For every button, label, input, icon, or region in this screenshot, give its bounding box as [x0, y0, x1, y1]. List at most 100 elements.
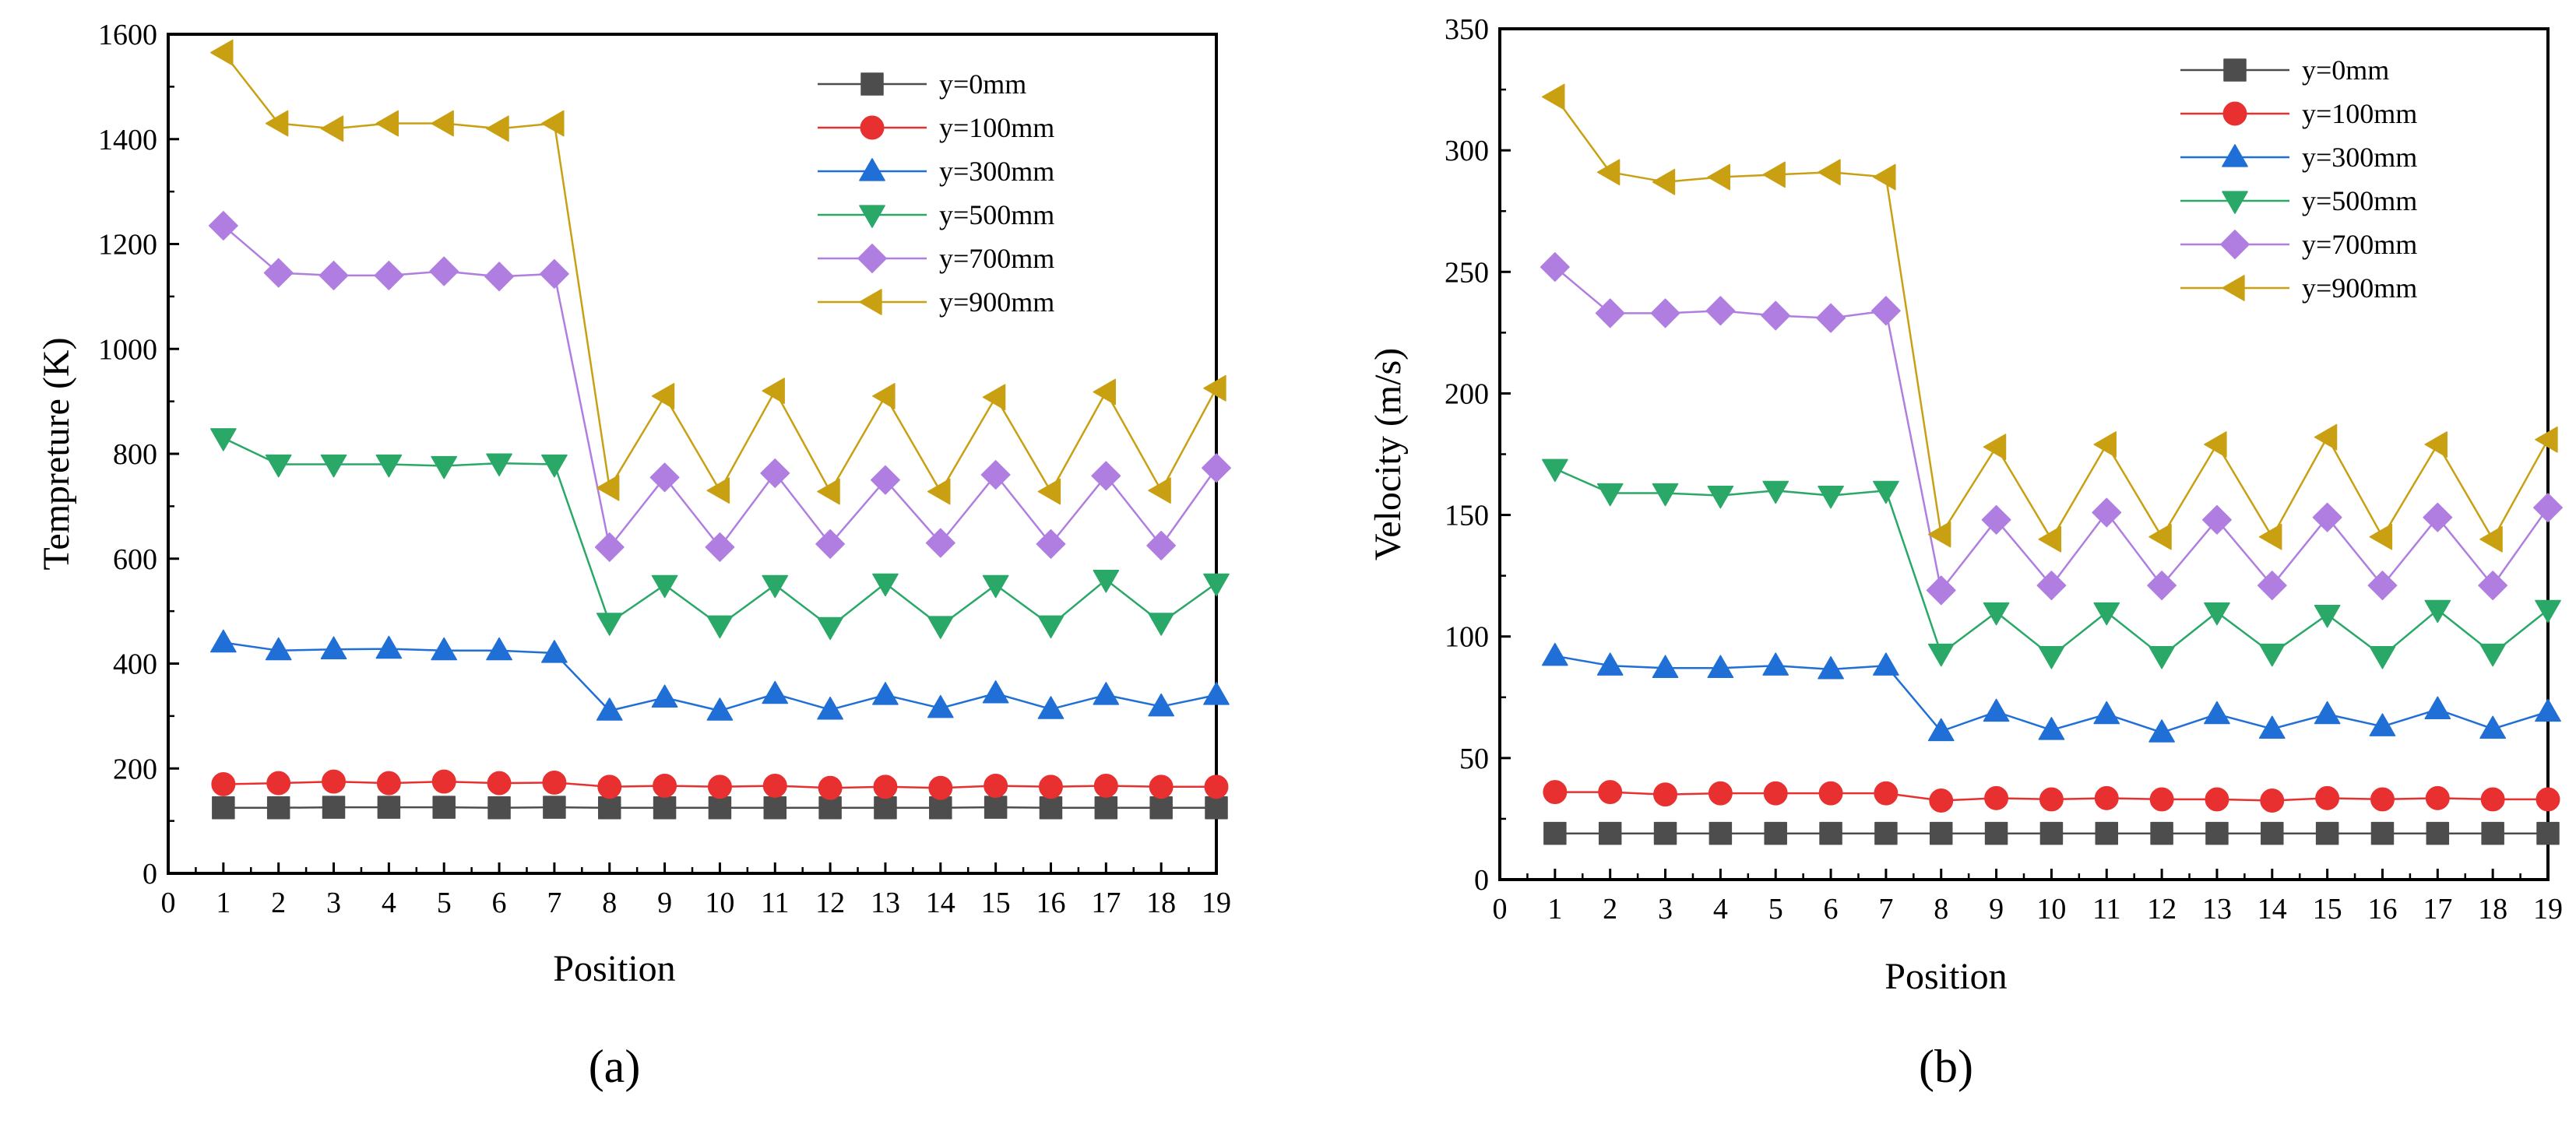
data-point [431, 769, 456, 794]
data-point [1205, 796, 1228, 820]
data-point [1819, 821, 1842, 845]
data-point [486, 637, 512, 661]
y-tick-label: 600 [113, 543, 157, 576]
data-point [982, 574, 1009, 599]
data-point [2094, 785, 2119, 810]
data-point [872, 682, 899, 705]
panel-label: (a) [589, 1041, 641, 1092]
data-point [2150, 821, 2173, 845]
data-point [1541, 83, 1565, 111]
data-point [2314, 604, 2341, 628]
x-tick-label: 6 [492, 887, 507, 919]
data-point [2092, 497, 2122, 528]
x-tick-label: 5 [1768, 893, 1783, 926]
data-point [1036, 529, 1066, 559]
data-point [1818, 781, 1843, 806]
legend-label: y=0mm [2302, 54, 2389, 86]
data-point [817, 696, 843, 720]
data-point [1926, 575, 1956, 606]
data-point [1540, 252, 1570, 282]
data-point [1541, 642, 1568, 666]
data-point [651, 574, 678, 599]
data-point [2095, 821, 2119, 845]
data-point [209, 629, 237, 653]
x-tick-label: 0 [1493, 893, 1508, 926]
x-tick-label: 10 [2036, 893, 2066, 926]
data-point [1093, 570, 1120, 593]
data-point [1983, 434, 2007, 460]
data-point [2148, 523, 2172, 550]
data-point [597, 775, 622, 799]
data-point [2093, 701, 2120, 725]
data-point [1203, 682, 1230, 705]
data-point [265, 454, 292, 478]
data-point [1037, 696, 1065, 719]
legend-marker [859, 205, 885, 228]
data-point [597, 796, 621, 820]
legend: y=0mm y=100mm y=300mm y=500mm y=700mm y=900mm [818, 68, 1054, 318]
data-point [1202, 453, 1231, 483]
data-point [596, 474, 620, 501]
data-point [1653, 821, 1677, 845]
data-point [1929, 821, 1953, 845]
data-point [431, 637, 458, 661]
data-point [2314, 701, 2341, 725]
legend-label: y=300mm [939, 156, 1054, 187]
data-point [208, 210, 238, 241]
x-tick-label: 4 [1713, 893, 1728, 926]
data-point [2424, 599, 2451, 623]
y-tick-label: 1000 [98, 333, 157, 366]
data-point [2260, 789, 2285, 813]
legend-marker [2222, 101, 2247, 126]
data-point [1873, 163, 1896, 191]
data-point [486, 453, 512, 476]
data-point [874, 796, 897, 820]
x-tick-label: 6 [1824, 893, 1839, 926]
legend-marker [857, 244, 887, 273]
series-line [222, 51, 1218, 493]
data-point [374, 260, 404, 290]
data-point [928, 775, 953, 800]
y-axis-title: Velocity (m/s) [1367, 348, 1409, 560]
x-tick-label: 12 [2147, 893, 2177, 926]
series-y-100mm [211, 769, 1229, 800]
data-point [2479, 643, 2507, 667]
data-point [2480, 787, 2505, 812]
data-point [265, 637, 292, 661]
x-tick-label: 16 [1036, 887, 1065, 919]
x-tick-label: 7 [547, 887, 561, 919]
legend-label: y=0mm [939, 68, 1026, 100]
data-point [984, 774, 1008, 798]
x-tick-label: 19 [2533, 893, 2563, 926]
y-tick-label: 1400 [98, 124, 157, 156]
data-point [2481, 821, 2504, 845]
data-point [1707, 485, 1734, 509]
data-point [431, 455, 458, 479]
data-point [1203, 573, 1230, 597]
data-point [2149, 787, 2174, 812]
data-point [2039, 787, 2064, 812]
chart-panel-a: 0 1 2 3 4 5 6 7 8 9 10 11 12 13 14 15 16 17 18 190200400600… [36, 19, 1231, 1092]
y-tick-label: 200 [1445, 378, 1489, 410]
data-point [706, 697, 734, 721]
series-y-0mm [1543, 821, 2560, 845]
x-tick-label: 11 [2092, 893, 2121, 926]
data-point [487, 771, 512, 796]
data-point [1596, 652, 1624, 676]
y-tick-label: 200 [113, 753, 157, 785]
data-point [2258, 643, 2286, 667]
data-point [1981, 504, 2011, 535]
x-axis-title: Position [553, 948, 675, 989]
x-tick-label: 15 [2313, 893, 2342, 926]
data-point [653, 774, 677, 798]
data-point [484, 262, 515, 292]
legend-label: y=900mm [2302, 272, 2417, 304]
data-point [925, 528, 955, 558]
data-point [872, 383, 896, 409]
data-point [1598, 780, 1623, 805]
series-y-300mm [1541, 642, 2561, 743]
data-point [1984, 821, 2008, 845]
data-point [543, 796, 566, 819]
data-point [596, 697, 623, 721]
series-y-300mm [209, 629, 1230, 721]
